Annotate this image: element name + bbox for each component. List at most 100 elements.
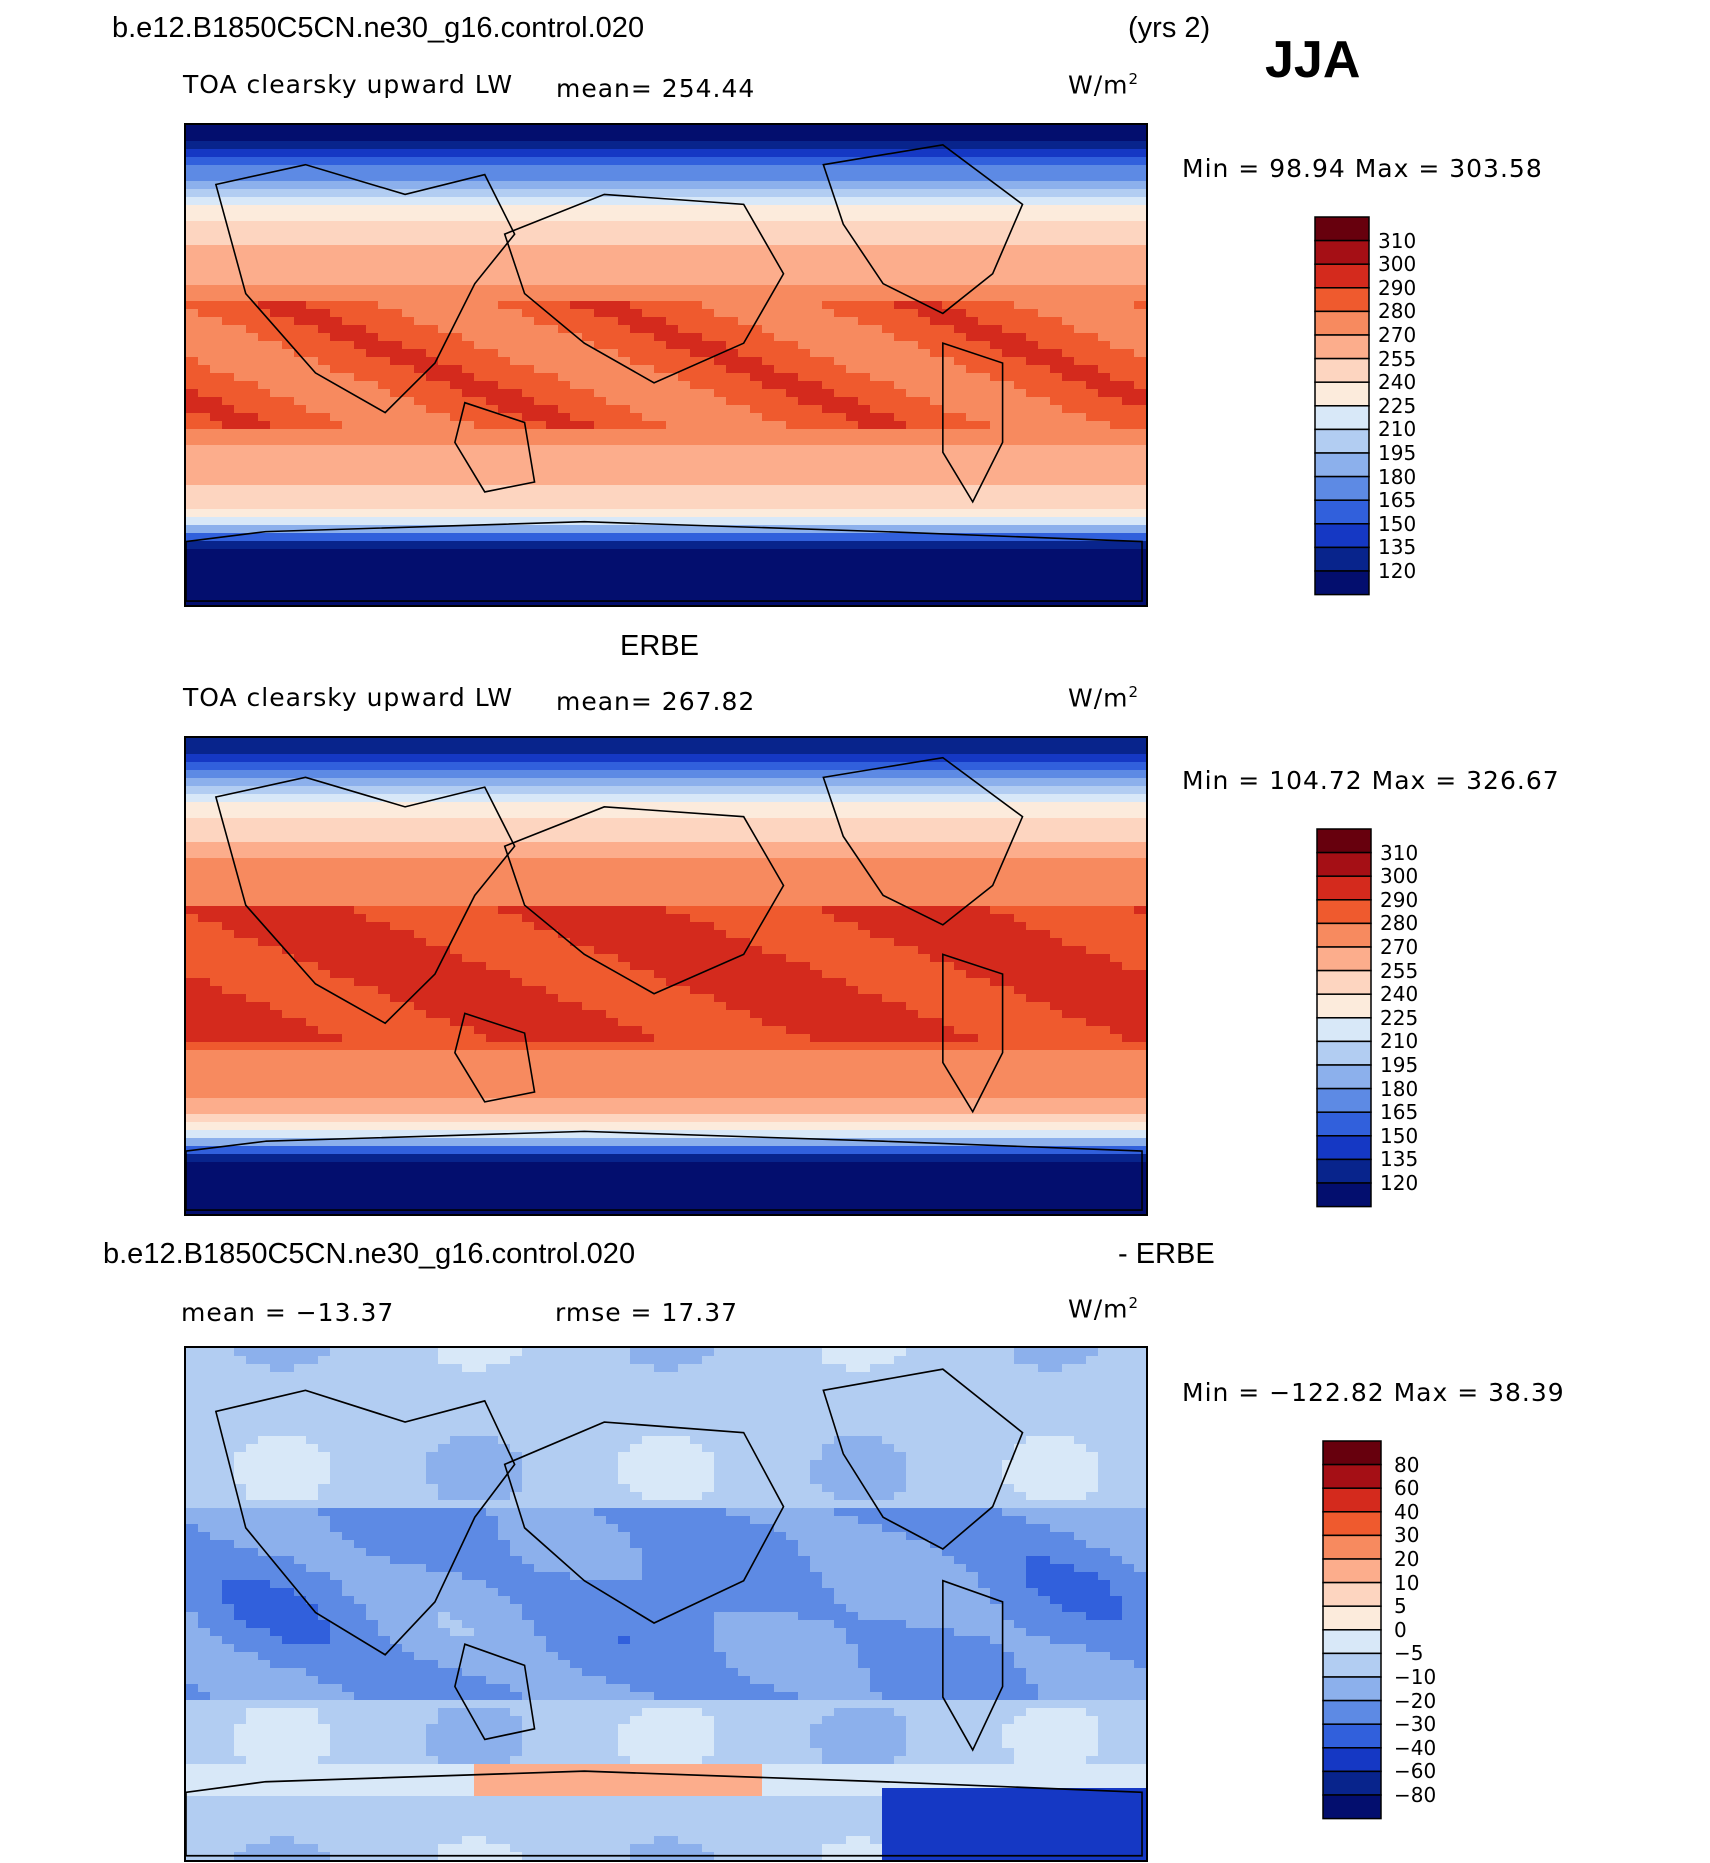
colorbar-tick-label: 0 [1394, 1617, 1407, 1642]
colorbar-box [1322, 1794, 1382, 1820]
colorbar-box [1314, 405, 1370, 431]
coastline [454, 401, 536, 493]
panel1-mean: mean= 254.44 [556, 74, 756, 103]
colorbar-tick-label: −20 [1394, 1688, 1437, 1713]
panel3-rmse: rmse = 17.37 [555, 1298, 739, 1327]
coastline [822, 143, 1024, 315]
colorbar-box [1316, 1135, 1372, 1161]
colorbar-tick-label: 180 [1380, 1076, 1419, 1101]
colorbar-box [1314, 523, 1370, 549]
colorbar-box [1316, 922, 1372, 948]
colorbar-tick-label: 165 [1378, 488, 1417, 513]
colorbar-tick-label: 60 [1394, 1476, 1420, 1501]
colorbar-box [1322, 1534, 1382, 1560]
colorbar-box [1322, 1440, 1382, 1466]
colorbar-box [1314, 546, 1370, 572]
colorbar-tick-label: 290 [1380, 887, 1419, 912]
colorbar-box [1316, 969, 1372, 995]
coastline [214, 1389, 516, 1656]
colorbar-tick-label: 20 [1394, 1547, 1420, 1571]
colorbar-tick-label: −80 [1394, 1783, 1437, 1807]
colorbar-tick-label: 240 [1378, 370, 1417, 395]
colorbar-box [1314, 310, 1370, 336]
years-label: (yrs 2) [1128, 12, 1211, 44]
coastline [503, 193, 785, 384]
colorbar-box [1316, 1017, 1372, 1043]
colorbar-box [1322, 1463, 1382, 1489]
panel2-variable: TOA clearsky upward LW [183, 683, 514, 712]
panel1-variable: TOA clearsky upward LW [183, 70, 514, 99]
colorbar-box [1314, 452, 1370, 478]
colorbar-box [1314, 428, 1370, 454]
colorbar-tick-label: 10 [1394, 1570, 1420, 1595]
colorbar-box [1322, 1605, 1382, 1631]
colorbar-box [1316, 1111, 1372, 1137]
colorbar-box [1314, 570, 1370, 596]
colorbar-tick-label: 225 [1378, 393, 1417, 418]
colorbar-box [1314, 216, 1370, 242]
colorbar-box [1322, 1487, 1382, 1513]
colorbar-box [1316, 899, 1372, 925]
case-title: b.e12.B1850C5CN.ne30_g16.control.020 [112, 12, 645, 44]
colorbar-tick-label: 80 [1394, 1452, 1420, 1477]
colorbar-tick-label: 195 [1380, 1053, 1419, 1077]
colorbar-tick-label: 270 [1378, 323, 1417, 347]
panel2-map [184, 736, 1148, 1216]
colorbar-tick-label: 290 [1378, 275, 1417, 300]
colorbar-tick-label: 40 [1394, 1499, 1420, 1524]
colorbar-box [1316, 1158, 1372, 1184]
season-label: JJA [1265, 31, 1361, 89]
colorbar-tick-label: −30 [1394, 1712, 1437, 1737]
colorbar-box [1322, 1629, 1382, 1655]
colorbar-tick-label: −60 [1394, 1759, 1437, 1784]
colorbar-box [1316, 828, 1372, 854]
colorbar-box [1316, 875, 1372, 901]
colorbar-tick-label: 165 [1380, 1100, 1419, 1125]
colorbar-tick-label: 180 [1378, 464, 1417, 489]
colorbar-box [1316, 946, 1372, 972]
coastline [186, 1770, 1143, 1857]
colorbar-tick-label: 280 [1380, 911, 1419, 936]
colorbar-tick-label: 210 [1380, 1029, 1419, 1054]
coastline [454, 1643, 536, 1741]
panel2-mean: mean= 267.82 [556, 687, 756, 716]
colorbar-tick-label: 135 [1380, 1147, 1419, 1172]
colorbar-box [1314, 499, 1370, 525]
coastline [503, 1421, 785, 1624]
coastline [186, 520, 1143, 602]
coastline [186, 1130, 1143, 1211]
colorbar-tick-label: 300 [1378, 252, 1417, 277]
colorbar-box [1322, 1723, 1382, 1749]
colorbar-tick-label: 300 [1380, 864, 1419, 889]
coastline [454, 1012, 536, 1103]
colorbar-box [1322, 1747, 1382, 1773]
colorbar-tick-label: 135 [1378, 535, 1417, 560]
colorbar-tick-label: 210 [1378, 417, 1417, 442]
colorbar-box [1322, 1699, 1382, 1725]
colorbar-tick-label: 150 [1378, 511, 1417, 536]
colorbar-box [1316, 1064, 1372, 1090]
colorbar-box [1322, 1770, 1382, 1796]
colorbar-box [1316, 1040, 1372, 1066]
colorbar-tick-label: 5 [1394, 1594, 1407, 1619]
coastline [942, 1579, 1004, 1752]
colorbar-tick-label: 30 [1394, 1523, 1420, 1548]
colorbar-box [1322, 1558, 1382, 1584]
colorbar-tick-label: 310 [1380, 840, 1419, 865]
colorbar-box [1322, 1511, 1382, 1537]
panel1-units: W/m2 [1068, 70, 1140, 100]
colorbar-box [1314, 357, 1370, 383]
coastline [822, 1368, 1024, 1550]
panel3-mean: mean = −13.37 [181, 1298, 395, 1327]
coastline [214, 776, 516, 1025]
colorbar-box [1322, 1676, 1382, 1702]
colorbar-box [1322, 1652, 1382, 1678]
colorbar-box [1322, 1581, 1382, 1607]
colorbar-tick-label: 310 [1378, 228, 1417, 253]
colorbar-box [1316, 1087, 1372, 1113]
coastline [942, 342, 1004, 504]
colorbar-box [1314, 263, 1370, 289]
colorbar-tick-label: 270 [1380, 935, 1419, 959]
colorbar-tick-label: 280 [1378, 299, 1417, 324]
colorbar-tick-label: 150 [1380, 1123, 1419, 1148]
